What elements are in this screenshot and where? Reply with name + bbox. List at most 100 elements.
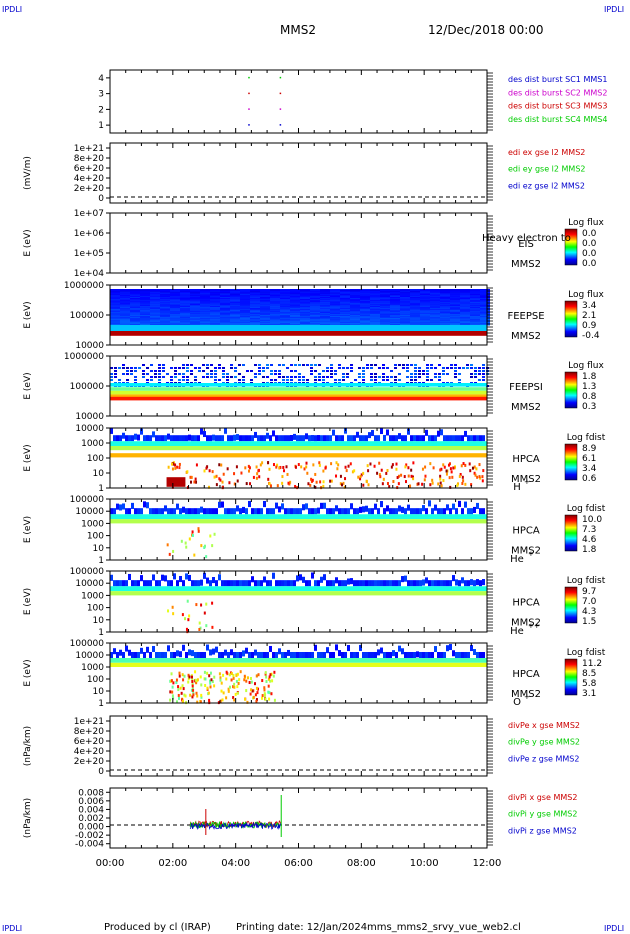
heatmap-cell (378, 473, 381, 477)
heatmap-cell (220, 681, 223, 685)
y-tick-label: 6e+20 (74, 164, 105, 174)
heatmap-cell (260, 298, 270, 301)
heatmap-cell (280, 320, 290, 322)
heatmap-cell (462, 462, 465, 466)
heatmap-cell (377, 580, 380, 587)
heatmap-cell (480, 299, 490, 302)
heatmap-cell (300, 301, 310, 303)
heatmap-cell (234, 376, 237, 378)
spacecraft-label: MMS2 (511, 546, 541, 557)
heatmap-cell (290, 309, 300, 312)
heatmap-cell (212, 648, 215, 655)
heatmap-cell (180, 303, 190, 305)
species-charge: + (528, 550, 534, 558)
heatmap-cell (210, 303, 220, 305)
heatmap-cell (190, 320, 200, 322)
heatmap-cell (110, 310, 120, 312)
heatmap-cell (269, 679, 272, 683)
heatmap-cell (470, 298, 480, 301)
heatmap-cell (350, 295, 360, 297)
heatmap-cell (190, 305, 200, 307)
divpi-series-2 (189, 821, 282, 831)
panel-divpe: 1e+218e+206e+204e+202e+200(nPa/km)divPe … (23, 715, 580, 777)
heatmap-cell (440, 298, 450, 300)
heatmap-cell (370, 367, 373, 369)
heatmap-cell (470, 314, 480, 316)
heatmap-cell (220, 302, 230, 304)
heatmap-cell (160, 302, 170, 304)
heatmap-cell (155, 580, 158, 587)
heatmap-cell (341, 483, 344, 487)
heatmap-cell (270, 317, 280, 320)
heatmap-cell (330, 376, 333, 378)
heatmap-cell (450, 311, 460, 313)
heatmap-cell (311, 478, 314, 482)
heatmap-cell (250, 299, 260, 302)
heatmap-cell (410, 468, 413, 472)
heatmap-cell (450, 295, 460, 297)
heatmap-cell (340, 318, 350, 321)
heatmap-cell (200, 290, 210, 293)
heatmap-cell (120, 291, 130, 294)
heatmap-cell (360, 316, 370, 318)
heatmap-cell (220, 294, 230, 296)
heatmap-cell (330, 317, 340, 320)
heatmap-cell (369, 462, 372, 466)
heatmap-cell (425, 508, 428, 515)
heatmap-cell (290, 376, 293, 378)
heatmap-cell (440, 299, 450, 302)
heatmap-cell (440, 290, 450, 293)
heatmap-cell (410, 305, 420, 307)
heatmap-cell (450, 307, 460, 310)
heatmap-cell (380, 310, 390, 312)
heatmap-cell (250, 324, 260, 326)
heatmap-cell (220, 307, 230, 309)
heatmap-cell (380, 315, 390, 317)
heatmap-cell (195, 691, 198, 695)
heatmap-cell (200, 294, 210, 296)
y-tick-label: 8e+20 (74, 727, 105, 737)
heatmap-cell (380, 316, 390, 319)
heatmap-cell (170, 297, 180, 299)
heatmap-cell (281, 503, 284, 510)
heatmap-cell (458, 367, 461, 369)
heatmap-cell (450, 309, 460, 312)
heatmap-cell (170, 289, 180, 291)
heatmap-cell (425, 577, 428, 584)
heatmap-cell (290, 298, 300, 300)
heatmap-cell (200, 315, 210, 317)
heatmap-cell (200, 544, 203, 548)
heatmap-cell (150, 296, 160, 298)
heatmap-cell (259, 463, 262, 467)
heatmap-cell (250, 320, 260, 322)
heatmap-cell (170, 367, 173, 369)
heatmap-cell (360, 293, 370, 295)
heatmap-cell (480, 294, 490, 296)
heatmap-cell (218, 379, 221, 381)
heatmap-cell (299, 652, 302, 658)
heatmap-cell (450, 290, 460, 293)
colorbar-tick-label: 7.3 (582, 525, 596, 535)
heatmap-cell (470, 298, 480, 300)
instrument-label: HPCA (512, 598, 540, 609)
burst-mark (279, 108, 282, 110)
heatmap-cell (232, 696, 235, 700)
heatmap-cell (430, 322, 440, 324)
heatmap-cell (140, 575, 143, 582)
heatmap-cell (130, 323, 140, 325)
heatmap-cell (281, 580, 284, 587)
heatmap-cell (358, 367, 361, 369)
heatmap-cell (160, 317, 170, 320)
heatmap-cell (314, 376, 317, 378)
heatmap-cell (330, 305, 340, 307)
heatmap-cell (270, 379, 273, 381)
heatmap-cell (344, 465, 347, 469)
heatmap-cell (426, 373, 429, 375)
species-label: He (510, 626, 524, 637)
legend-entry: des dist burst SC1 MMS1 (508, 75, 607, 84)
heatmap-cell (296, 652, 299, 658)
heatmap-cell (119, 580, 122, 587)
heatmap-cell (350, 298, 360, 300)
heatmap-cell (170, 320, 180, 322)
heatmap-cell (305, 461, 308, 465)
